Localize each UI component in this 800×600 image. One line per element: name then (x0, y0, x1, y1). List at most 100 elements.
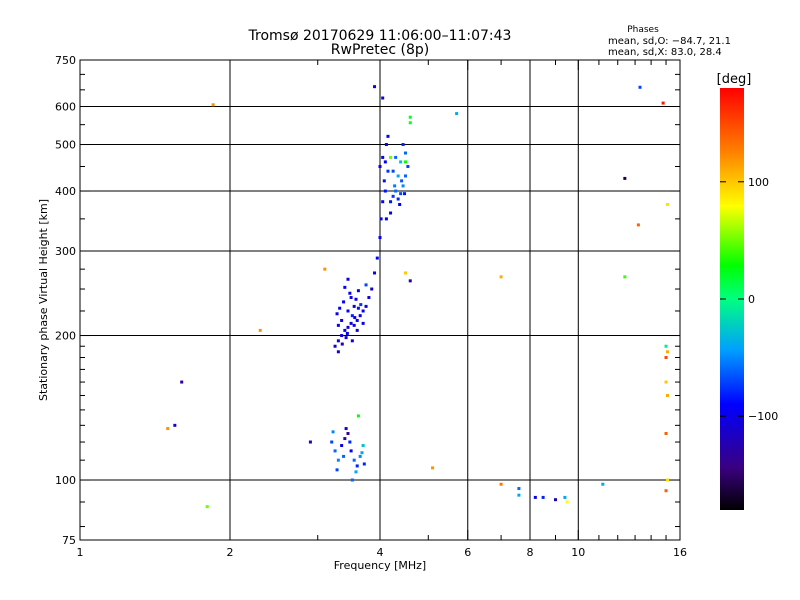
data-point (623, 176, 627, 180)
grid-lines (80, 60, 680, 540)
data-point (342, 300, 346, 304)
data-point (360, 451, 364, 455)
data-point (336, 350, 340, 354)
data-point (308, 440, 312, 444)
data-point (364, 283, 368, 287)
data-point (386, 169, 390, 173)
data-point (563, 495, 567, 499)
data-point (166, 427, 170, 431)
data-point (403, 271, 407, 275)
data-point (352, 458, 356, 462)
stats-line-o: mean, sd,O: −84.7, 21.1 (608, 36, 731, 47)
data-point (354, 470, 358, 474)
data-point (665, 394, 669, 398)
data-point (391, 194, 395, 198)
y-tick-label: 600 (55, 101, 76, 114)
chart-title: Tromsø 20170629 11:06:00–11:07:43 (248, 28, 512, 44)
data-point (370, 287, 374, 291)
data-point (431, 466, 435, 470)
data-point (335, 468, 339, 472)
data-point (364, 304, 368, 308)
data-point (403, 151, 407, 155)
data-point (391, 169, 395, 173)
data-point (517, 493, 521, 497)
data-point (362, 462, 366, 466)
data-point (403, 174, 407, 178)
data-point (349, 321, 353, 325)
data-point (383, 189, 387, 193)
data-point (636, 223, 640, 227)
x-tick-label: 1 (77, 546, 84, 559)
data-point (623, 275, 627, 279)
data-point (342, 454, 346, 458)
data-point (353, 316, 357, 320)
data-point (330, 440, 334, 444)
stats-title: Phases (627, 25, 659, 35)
data-point (664, 355, 668, 359)
data-point (455, 112, 459, 116)
data-point (396, 197, 400, 201)
data-point (173, 423, 177, 427)
data-point (343, 437, 347, 441)
data-point (553, 498, 557, 502)
y-tick-label: 200 (55, 330, 76, 343)
data-point (394, 155, 398, 159)
data-point (661, 101, 665, 105)
data-point (408, 115, 412, 119)
data-point (373, 85, 377, 89)
data-point (338, 306, 342, 310)
data-point (340, 318, 344, 322)
axis-ticks: 1 2 4 6 8 10 16 75 100 200 300 400 500 600 750 (55, 54, 687, 559)
data-point (211, 103, 215, 107)
data-point (349, 449, 353, 453)
x-tick-label: 16 (673, 546, 687, 559)
x-tick-label: 2 (227, 546, 234, 559)
data-point (361, 321, 365, 325)
data-point (384, 143, 388, 147)
data-point (408, 279, 412, 283)
data-point (358, 314, 362, 318)
data-point (333, 449, 337, 453)
data-point (346, 432, 350, 436)
data-point (348, 291, 352, 295)
data-point (399, 192, 403, 196)
data-point (355, 328, 359, 332)
data-point (665, 350, 669, 354)
data-point (381, 200, 385, 204)
data-point (381, 96, 385, 100)
y-tick-label: 750 (55, 54, 76, 67)
data-point (389, 200, 393, 204)
data-point (354, 297, 358, 301)
data-point (336, 339, 340, 343)
x-tick-label: 10 (571, 546, 585, 559)
data-point (401, 143, 405, 147)
data-point (359, 303, 363, 307)
data-point (403, 192, 407, 196)
data-point (400, 179, 404, 183)
data-point (346, 277, 350, 281)
data-point (664, 344, 668, 348)
data-point (343, 328, 347, 332)
data-point (664, 380, 668, 384)
data-point (379, 217, 383, 221)
x-tick-label: 8 (527, 546, 534, 559)
data-point (350, 339, 354, 343)
data-point (323, 267, 327, 271)
data-point (601, 482, 605, 486)
y-tick-label: 100 (55, 474, 76, 487)
data-point (665, 202, 669, 206)
plot-frame (79, 59, 681, 541)
colorbar-label: [deg] (717, 72, 752, 87)
data-point (340, 444, 344, 448)
data-point (383, 160, 387, 164)
data-point (398, 202, 402, 206)
data-point (361, 309, 365, 313)
data-point (258, 328, 262, 332)
y-tick-label: 75 (62, 534, 76, 547)
data-point (356, 306, 360, 310)
data-point (406, 164, 410, 168)
data-point (355, 464, 359, 468)
data-point (541, 495, 545, 499)
data-point (340, 334, 344, 338)
